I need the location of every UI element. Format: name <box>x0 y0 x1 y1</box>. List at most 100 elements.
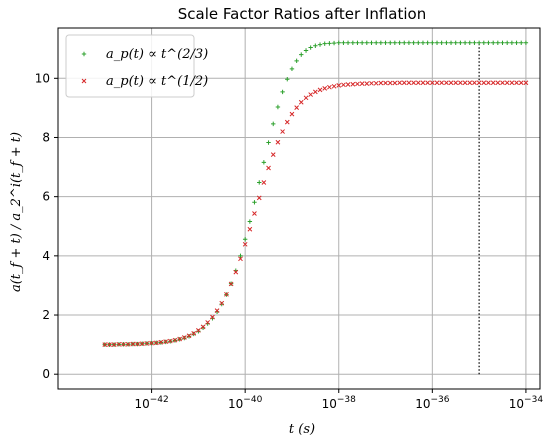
series-2-point <box>238 256 243 262</box>
series-1-point <box>238 253 243 259</box>
series-2-point <box>111 342 117 347</box>
series-1-point <box>416 40 421 45</box>
series-2-point <box>336 83 342 88</box>
series-2-point <box>163 339 169 345</box>
series-1-point <box>481 40 487 45</box>
series-2-point <box>401 80 407 86</box>
series-1-point <box>430 40 435 45</box>
series-1-point <box>402 40 407 45</box>
y-axis-label: a(t_f + t) / a_2^i(t_f + t) <box>9 132 24 292</box>
series-1-point <box>453 40 458 45</box>
x-tick-label: 10−38 <box>322 395 357 411</box>
series-2-point <box>172 337 178 343</box>
series-2-point <box>308 92 314 97</box>
series-2-point <box>429 80 435 86</box>
series-1-point <box>317 42 323 47</box>
series-2-point <box>149 340 154 346</box>
legend-marker-plus <box>81 51 87 57</box>
series-2-point <box>242 241 248 247</box>
series-1-point <box>495 40 501 45</box>
series-1-point <box>266 140 271 145</box>
y-tick-label: 4 <box>42 249 50 263</box>
legend-label-series-1: a_p(t) ∝ t^(2/3) <box>106 47 208 62</box>
series-1-point <box>285 76 290 82</box>
series-2-point <box>205 320 211 325</box>
y-tick-label: 0 <box>42 367 50 381</box>
series-2-point <box>500 80 505 86</box>
series-1-point <box>369 40 374 45</box>
series-1-point <box>364 40 370 45</box>
series-1-point <box>388 40 393 45</box>
series-2-point <box>135 341 140 347</box>
series-2-point <box>359 81 365 86</box>
series-2-point <box>107 342 112 347</box>
series-1-point <box>491 40 496 45</box>
series-2-point <box>364 81 370 86</box>
series-1-point <box>504 40 510 45</box>
series-1-point <box>514 40 519 45</box>
series-2-point <box>406 80 412 86</box>
series-2-point <box>448 80 454 86</box>
y-axis-ticks: 0 2 4 6 8 10 <box>35 71 58 381</box>
series-2-point <box>261 180 267 185</box>
series-2-point <box>200 324 206 330</box>
series-1-point <box>425 40 430 45</box>
series-2-point <box>444 80 449 86</box>
series-2-point <box>514 80 519 86</box>
series-2-point <box>420 80 426 86</box>
series-1-point <box>336 40 341 45</box>
data-points <box>102 40 529 347</box>
series-2-point <box>303 95 309 101</box>
series-2-point <box>490 80 496 86</box>
series-1-point <box>434 40 440 45</box>
series-2-point <box>130 341 136 347</box>
series-1-point <box>486 40 491 45</box>
series-2-point <box>434 80 440 86</box>
x-axis-ticks: 10−42 10−40 10−38 10−36 10−34 <box>134 389 543 411</box>
series-2-point <box>518 80 524 86</box>
series-1-point <box>350 40 356 45</box>
series-2-point <box>509 80 515 86</box>
series-2-point <box>331 83 337 89</box>
series-1-point <box>327 41 332 46</box>
series-2-point <box>345 82 351 87</box>
series-2-point <box>387 80 393 86</box>
series-1-point <box>448 40 454 45</box>
series-1-point <box>261 160 267 165</box>
legend: a_p(t) ∝ t^(2/3) a_p(t) ∝ t^(1/2) <box>65 34 208 98</box>
series-2-point <box>121 341 126 347</box>
series-2-point <box>158 339 164 345</box>
chart-title: Scale Factor Ratios after Inflation <box>178 5 426 23</box>
series-1-point <box>271 121 276 127</box>
series-2-point <box>458 80 463 86</box>
series-1-point <box>411 40 416 45</box>
series-2-point <box>467 80 473 86</box>
series-2-point <box>378 80 384 86</box>
series-1-point <box>257 180 262 185</box>
series-2-point <box>186 333 192 339</box>
y-tick-label: 2 <box>42 308 50 322</box>
series-1-point <box>509 40 515 45</box>
series-1-point <box>345 40 351 45</box>
series-2-point <box>270 152 276 157</box>
series-1-point <box>299 52 304 57</box>
series-1-point <box>308 45 313 50</box>
series-2-point <box>453 80 459 86</box>
series-2-point <box>256 195 262 201</box>
y-tick-label: 10 <box>35 71 50 85</box>
series-2-point <box>289 111 295 117</box>
series-2-point <box>462 80 468 86</box>
series-2-point <box>139 341 145 347</box>
series-1-point <box>472 40 477 45</box>
series-2-point <box>383 80 388 86</box>
series-2-point <box>266 165 271 171</box>
series-2-point <box>476 80 482 86</box>
series-1-point <box>500 40 505 45</box>
legend-marker-series-2 <box>81 78 87 84</box>
series-2-point <box>280 129 285 134</box>
series-2-point <box>116 341 122 347</box>
series-2-point <box>196 328 201 333</box>
series-2-point <box>481 80 487 86</box>
legend-label-series-2: a_p(t) ∝ t^(1/2) <box>106 74 208 89</box>
y-tick-label: 8 <box>42 130 50 144</box>
